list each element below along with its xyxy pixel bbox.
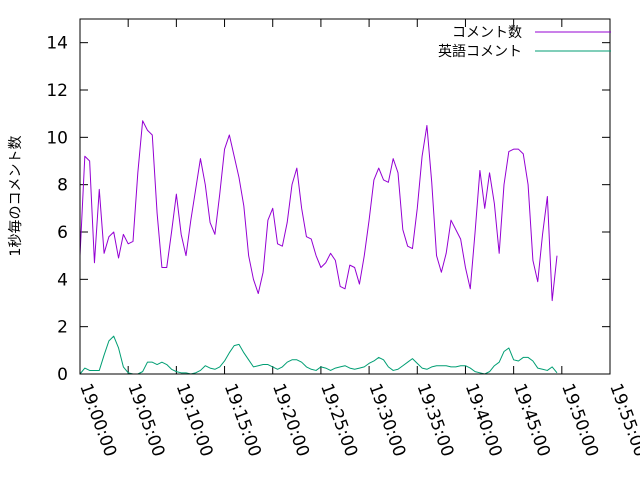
x-tick-label: 19:00:00: [75, 381, 120, 460]
x-tick-label: 19:45:00: [509, 381, 554, 460]
y-tick-label: 8: [57, 176, 68, 196]
x-tick-label: 19:40:00: [461, 381, 506, 460]
series-line-0: [79, 120, 558, 302]
y-tick-label: 4: [57, 270, 68, 290]
y-tick-label: 6: [57, 223, 68, 243]
series-lines: [79, 120, 558, 375]
x-tick-label: 19:35:00: [413, 381, 458, 460]
x-tick-label: 19:05:00: [123, 381, 168, 460]
y-tick-label: 12: [46, 81, 68, 101]
series-line-1: [79, 335, 558, 375]
legend-label-1: 英語コメント: [438, 43, 522, 60]
x-tick-label: 19:10:00: [172, 381, 217, 460]
y-axis-label: 1秒毎のコメント数: [8, 136, 24, 257]
plot-area-border: [79, 18, 611, 375]
x-axis-ticks: 19:00:00 19:05:00 19:10:00 19:15:00 19:20:00…: [75, 19, 640, 459]
legend-label-0: コメント数: [452, 25, 522, 41]
x-tick-label: 19:30:00: [364, 381, 409, 460]
y-tick-label: 0: [57, 365, 68, 385]
x-tick-label: 19:15:00: [220, 381, 265, 460]
y-tick-label: 2: [57, 318, 68, 338]
y-axis-ticks: 0 2 4 6 8 10 12 14: [46, 34, 610, 385]
x-tick-label: 19:25:00: [316, 381, 361, 460]
y-tick-label: 10: [46, 128, 68, 148]
y-tick-label: 14: [46, 34, 68, 54]
x-tick-label: 19:20:00: [268, 381, 313, 460]
x-tick-label: 19:55:00: [605, 381, 640, 460]
x-tick-label: 19:50:00: [557, 381, 602, 460]
